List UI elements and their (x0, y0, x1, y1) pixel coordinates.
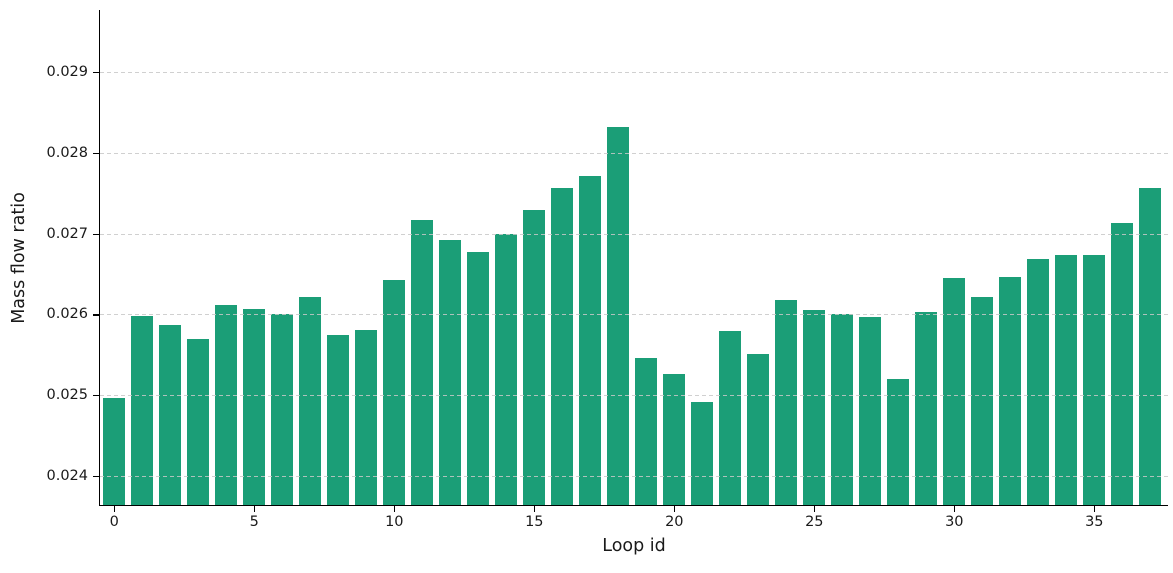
bar-loop-37 (1139, 187, 1162, 505)
x-tick-mark (1094, 506, 1096, 512)
x-tick-label: 5 (249, 514, 259, 530)
bar-loop-16 (551, 187, 574, 505)
x-tick-label: 15 (525, 514, 544, 530)
bar-loop-1 (131, 316, 154, 505)
bar-loop-0 (103, 397, 126, 505)
y-tick-label: 0.027 (46, 225, 88, 242)
x-tick-label: 0 (109, 514, 119, 530)
bar-loop-5 (243, 308, 266, 505)
bar-loop-3 (187, 338, 210, 505)
bar-loop-13 (467, 252, 490, 505)
bar-loop-33 (1027, 258, 1050, 505)
bar-loop-2 (159, 324, 182, 505)
x-tick-mark (254, 506, 256, 512)
gridline-0.028 (100, 152, 1168, 154)
bar-loop-17 (579, 176, 602, 505)
bar-loop-25 (803, 310, 826, 505)
x-tick-label: 10 (385, 514, 404, 530)
bar-loop-7 (299, 297, 322, 505)
x-tick-label: 25 (805, 514, 824, 530)
gridline-0.024 (100, 475, 1168, 477)
bar-loop-23 (747, 353, 770, 505)
x-tick-label: 20 (665, 514, 684, 530)
x-tick-mark (954, 506, 956, 512)
bar-loop-31 (971, 297, 994, 505)
bar-loop-18 (607, 126, 630, 505)
bar-loop-30 (943, 278, 966, 505)
x-tick-mark (534, 506, 536, 512)
bar-loop-19 (635, 358, 658, 505)
y-tick-mark (93, 395, 99, 397)
y-tick-label: 0.026 (46, 306, 88, 323)
bar-loop-24 (775, 299, 798, 505)
y-tick-mark (93, 475, 99, 478)
bar-loop-34 (1055, 254, 1078, 505)
y-tick-label: 0.028 (46, 144, 88, 161)
bar-loop-12 (439, 240, 462, 505)
plot-area (99, 10, 1168, 506)
gridline-0.029 (100, 71, 1168, 73)
x-tick-mark (814, 506, 816, 512)
bar-loop-4 (215, 304, 238, 505)
bar-loop-27 (859, 316, 882, 505)
x-tick-label: 30 (945, 514, 964, 530)
bar-loop-20 (663, 374, 686, 505)
bar-loop-26 (831, 314, 854, 505)
bar-loop-28 (887, 379, 910, 505)
bar-loop-10 (383, 279, 406, 505)
gridline-0.026 (100, 314, 1168, 316)
bar-loop-15 (523, 210, 546, 505)
bar-loop-6 (271, 314, 294, 505)
x-tick-mark (114, 506, 116, 512)
y-axis-label: Mass flow ratio (9, 192, 29, 324)
y-axis-spine (99, 10, 101, 506)
x-tick-mark (674, 506, 676, 512)
y-tick-label: 0.024 (46, 467, 88, 484)
bar-loop-9 (355, 329, 378, 505)
y-tick-mark (93, 233, 99, 235)
bar-loop-36 (1111, 223, 1134, 505)
y-tick-mark (93, 71, 99, 74)
bar-loop-22 (719, 330, 742, 505)
bar-loop-29 (915, 311, 938, 505)
bar-loop-11 (411, 219, 434, 505)
x-tick-label: 35 (1085, 514, 1104, 530)
bar-loop-8 (327, 334, 350, 505)
x-axis-label: Loop id (602, 536, 666, 556)
y-tick-mark (93, 314, 99, 316)
gridline-0.027 (100, 233, 1168, 235)
y-tick-label: 0.025 (46, 387, 88, 404)
bar-loop-14 (495, 233, 518, 505)
bar-loop-35 (1083, 254, 1106, 505)
gridline-0.025 (100, 395, 1168, 397)
x-tick-mark (394, 506, 396, 512)
bar-loop-32 (999, 277, 1022, 505)
x-axis-spine (99, 504, 1168, 506)
y-tick-label: 0.029 (46, 63, 88, 80)
y-tick-mark (93, 152, 99, 154)
bar-loop-21 (691, 402, 714, 505)
